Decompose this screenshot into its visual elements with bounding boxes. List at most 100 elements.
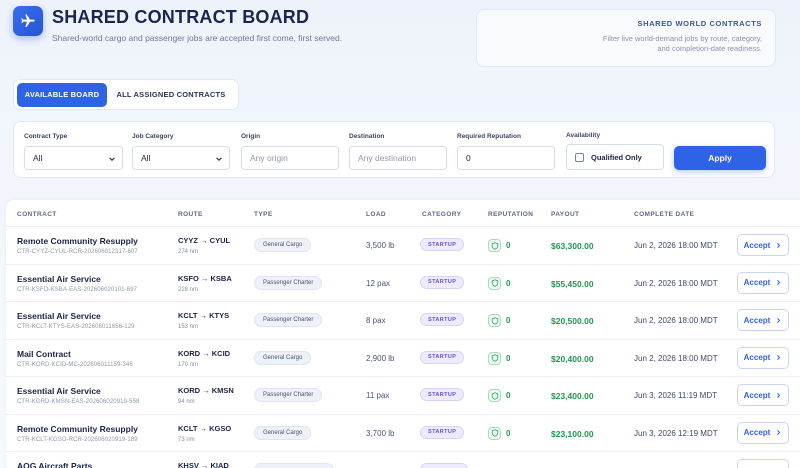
qualified-only-checkbox[interactable] [575,152,584,162]
tab-bar: AVAILABLE BOARD ALL ASSIGNED CONTRACTS [13,79,239,110]
shield-icon [488,276,501,290]
reputation-value: 0 [506,316,511,325]
info-card: SHARED WORLD CONTRACTS Filter live world… [476,9,776,67]
shield-icon [488,239,501,252]
accept-label: Accept [743,428,771,437]
table-row: Essential Air Service CTR-KSFO-KSBA-EAS-2… [6,263,800,301]
table-row: Mail Contract CTR-KORD-KCID-MC-2026060111… [6,338,800,376]
accept-button[interactable]: Accept [737,234,789,256]
reputation-value: 0 [506,241,511,250]
accept-button[interactable]: Accept [737,309,789,331]
tab-all-assigned-contracts[interactable]: ALL ASSIGNED CONTRACTS [116,90,226,99]
chevron-right-icon [777,280,781,285]
chevron-down-icon [216,157,222,161]
column-header-category: CATEGORY [422,211,462,218]
origin-input[interactable]: Any origin [241,146,339,170]
contract-id: CTR-KORD-KCID-MC-202606011159-346 [17,361,133,368]
accept-label: Accept [743,353,771,362]
contract-route: KSFO → KSBA [178,273,232,283]
contract-name: Essential Air Service [17,273,101,284]
contract-type-badge: General Cargo [254,350,312,365]
contract-type-label: Contract Type [24,133,68,140]
apply-button[interactable]: Apply [674,146,766,170]
contract-route: KHSV → KIAD [178,461,229,468]
contract-type-value: All [33,153,43,163]
accept-button[interactable]: Accept [737,346,789,369]
airplane-icon [21,14,35,27]
table-row: AOG Aircraft Parts KHSV → KIAD [6,451,800,468]
chevron-right-icon [777,317,781,323]
page-subtitle: Shared-world cargo and passenger jobs ar… [52,33,343,43]
reputation-value: 0 [506,353,511,363]
contract-load: 2,900 lb [366,353,395,363]
route-distance: 274 nm [178,249,199,255]
column-header-payout: PAYOUT [551,211,580,218]
origin-label: Origin [241,133,261,140]
route-distance: 153 nm [178,324,199,330]
contract-route: KORD → KMSN [178,386,234,395]
reputation-label: Required Reputation [457,133,521,140]
shield-icon [488,426,501,440]
contract-name: AOG Aircraft Parts [17,461,93,468]
job-category-select[interactable]: All [132,146,230,170]
category-badge [420,463,468,468]
contract-load: 3,500 lb [366,241,395,250]
category-badge: STARTUP [420,238,465,251]
chevron-down-icon [109,157,115,161]
tab-available-board[interactable]: AVAILABLE BOARD [17,82,107,107]
contract-name: Remote Community Resupply [17,423,138,434]
table-row: Essential Air Service CTR-KORD-KMSN-EAS-2… [6,376,800,413]
category-badge: STARTUP [420,313,465,326]
destination-input[interactable]: Any destination [349,146,447,170]
contract-type-badge: General Cargo [254,238,312,252]
contract-type-badge: Passenger Charter [254,388,323,402]
page-title: SHARED CONTRACT BOARD [52,7,310,27]
contract-id: CTR-KORD-KMSN-EAS-202606020919-558 [17,399,140,405]
table-row: Essential Air Service CTR-KCLT-KTYS-EAS-2… [6,301,800,338]
contract-name: Essential Air Service [17,311,101,321]
app-logo [13,6,43,36]
category-badge: STARTUP [420,275,465,289]
shield-icon [488,389,501,402]
payout-value: $63,300.00 [551,241,594,251]
contract-type-badge: Passenger Charter [254,313,323,327]
qualified-only-toggle[interactable]: Qualified Only [566,144,664,170]
route-distance: 170 nm [178,361,199,368]
contract-id: CTR-KCLT-KTYS-EAS-202606011656-129 [17,324,135,330]
accept-button[interactable] [737,459,789,468]
column-header-route: ROUTE [178,211,203,218]
filter-panel: Contract Type All Job Category All Origi… [13,121,775,178]
complete-date: Jun 3, 2026 11:19 MDT [634,391,718,400]
complete-date: Jun 2, 2026 18:00 MDT [634,241,718,250]
payout-value: $23,100.00 [551,428,594,439]
contract-id: CTR-CYYZ-CYUL-RCR-202606012317-607 [17,249,138,255]
accept-button[interactable]: Accept [737,271,789,294]
chevron-right-icon [777,430,781,435]
chevron-right-icon [777,355,781,360]
accept-label: Accept [743,278,771,287]
contract-route: KCLT → KGSO [178,423,232,433]
accept-button[interactable]: Accept [737,384,789,406]
reputation-value: 0 [506,428,511,438]
reputation-value: 0 [506,278,511,288]
table-row: Remote Community Resupply CTR-CYYZ-CYUL-R… [6,226,800,263]
destination-label: Destination [349,133,385,140]
complete-date: Jun 3, 2026 12:19 MDT [634,428,718,438]
column-header-load: LOAD [366,211,387,218]
payout-value: $23,400.00 [551,391,594,401]
complete-date: Jun 2, 2026 18:00 MDT [634,353,718,363]
contract-load: 3,700 lb [366,428,395,438]
info-card-text: Filter live world-demand jobs by route, … [602,34,762,53]
contracts-table: CONTRACT ROUTE TYPE LOAD CATEGORY REPUTA… [6,200,800,468]
contract-type-select[interactable]: All [24,146,123,170]
contract-id: CTR-KSFO-KSBA-EAS-202606020101-697 [17,286,138,293]
contract-route: CYYZ → CYUL [178,236,231,245]
accept-button[interactable]: Accept [737,421,789,444]
column-header-type: TYPE [254,211,273,218]
contract-load: 12 pax [366,278,391,288]
reputation-input[interactable]: 0 [457,146,555,170]
complete-date: Jun 2, 2026 18:00 MDT [634,278,718,288]
payout-value: $55,450.00 [551,278,594,289]
availability-label: Availability [566,132,601,139]
contract-name: Mail Contract [17,348,71,359]
